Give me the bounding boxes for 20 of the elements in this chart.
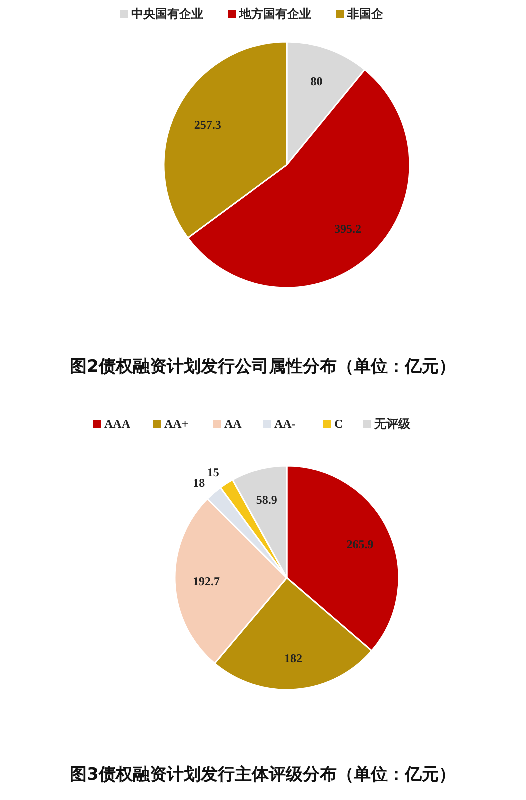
text: 图3债权融资计划发行主体评级分布（单位：亿元） bbox=[70, 765, 456, 785]
data-label: 15 bbox=[207, 465, 220, 480]
data-label: 182 bbox=[284, 651, 302, 666]
data-label: 395.2 bbox=[334, 222, 362, 236]
data-label: 80 bbox=[310, 74, 323, 89]
data-label: 192.7 bbox=[192, 574, 220, 589]
data-label: 58.9 bbox=[256, 492, 278, 507]
legend-label: 中央国有企业 bbox=[132, 7, 204, 21]
data-label: 18 bbox=[193, 476, 206, 490]
legend-label: AAA bbox=[104, 417, 131, 431]
data-label: 257.3 bbox=[194, 118, 222, 132]
data-label: 265.9 bbox=[346, 537, 374, 552]
legend-label: C bbox=[334, 417, 344, 431]
text: 图2债权融资计划发行公司属性分布（单位：亿元） bbox=[70, 357, 456, 377]
legend-label: AA bbox=[224, 417, 242, 431]
legend-label: 无评级 bbox=[374, 417, 412, 431]
legend-label: AA+ bbox=[164, 417, 189, 431]
legend-label: 非国企 bbox=[346, 7, 384, 21]
legend-label: AA- bbox=[274, 417, 296, 431]
legend-label: 地方国有企业 bbox=[238, 7, 312, 21]
